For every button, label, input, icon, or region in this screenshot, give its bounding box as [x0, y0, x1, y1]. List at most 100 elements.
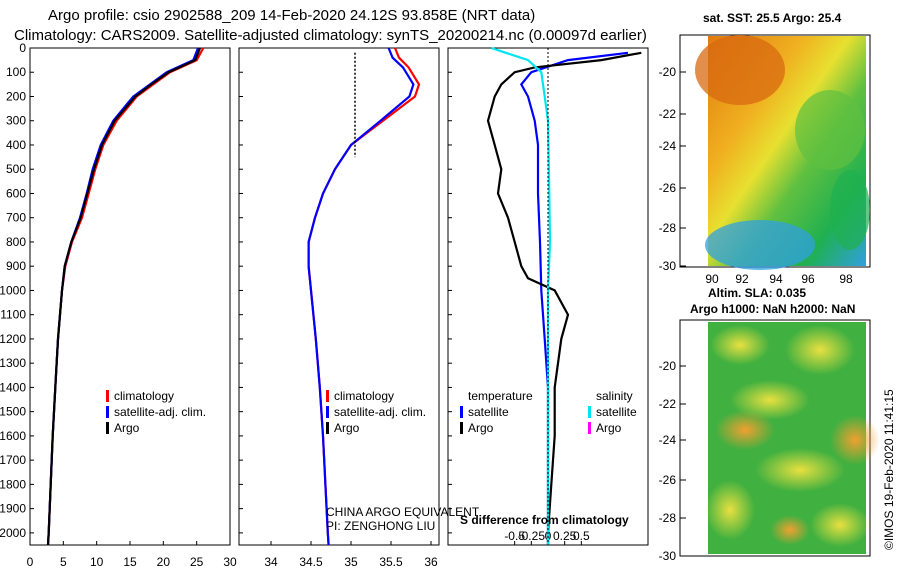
- depth-tick-label: 900: [6, 259, 26, 273]
- series-line-satellite-adj-clim-: [46, 47, 200, 546]
- sla-lat-label: -22: [659, 397, 677, 411]
- series-line-satellite-adj-clim-: [307, 47, 415, 546]
- sla-blob: [810, 503, 870, 547]
- x-tick-label: 20: [157, 555, 171, 569]
- depth-tick-label: 800: [6, 235, 26, 249]
- sla-blob: [705, 480, 755, 540]
- depth-tick-label: 1600: [0, 429, 26, 443]
- legend-label-temp-satellite: satellite: [468, 405, 509, 419]
- legend-label-climatology: climatology: [114, 389, 174, 403]
- legend-header-salinity: salinity: [596, 389, 633, 403]
- depth-tick-label: 1700: [0, 453, 26, 467]
- sla-lat-label: -20: [659, 359, 677, 373]
- sst-lon-label: 98: [839, 272, 853, 286]
- depth-tick-label: 400: [6, 138, 26, 152]
- depth-tick-label: 1400: [0, 380, 26, 394]
- legend-label-temp-argo: Argo: [468, 421, 494, 435]
- sst-lon-label: 90: [705, 272, 719, 286]
- legend-swatch-temp-argo: [460, 422, 463, 434]
- temperature-legend: climatology satellite-adj. clim. Argo: [106, 389, 206, 435]
- legend-label-climatology: climatology: [334, 389, 394, 403]
- salinity-plot-frame: [238, 47, 440, 546]
- depth-tick-label: 1100: [0, 308, 26, 322]
- sst-map-title: sat. SST: 25.5 Argo: 25.4: [703, 11, 842, 25]
- tick-marks: 0510152025303434.53535.536-0.5-0.2500.25…: [27, 47, 590, 569]
- depth-tick-label: 100: [6, 65, 26, 79]
- imos-stamp: ©IMOS 19-Feb-2020 11:41:15: [882, 389, 896, 550]
- sst-green-patch: [795, 90, 865, 170]
- x-tick-label: 0: [27, 555, 34, 569]
- legend-label-argo: Argo: [334, 421, 360, 435]
- legend-label-satellite: satellite-adj. clim.: [114, 405, 206, 419]
- legend-swatch-climatology: [106, 390, 109, 402]
- sst-lat-label: -28: [659, 221, 677, 235]
- series-line-temperature-satellite: [519, 51, 629, 545]
- depth-tick-label: 200: [6, 89, 26, 103]
- salinity-legend: climatology satellite-adj. clim. Argo: [326, 389, 426, 435]
- header-title-line1: Argo profile: csio 2902588_209 14-Feb-20…: [48, 7, 535, 24]
- depth-tick-label: 1500: [0, 405, 26, 419]
- legend-swatch-satellite: [326, 406, 329, 418]
- sla-lat-label: -28: [659, 511, 677, 525]
- x-tick-label: 0.25: [553, 529, 577, 543]
- header-title-line2: Climatology: CARS2009. Satellite-adjuste…: [14, 27, 647, 44]
- series-line-argo: [46, 47, 202, 546]
- legend-label-sal-argo: Argo: [596, 421, 622, 435]
- sla-lat-label: -24: [659, 433, 677, 447]
- x-tick-label: 15: [123, 555, 137, 569]
- depth-tick-label: 1000: [0, 283, 26, 297]
- legend-label-satellite: satellite-adj. clim.: [334, 405, 426, 419]
- sst-lat-label: -30: [659, 259, 677, 273]
- sst-map-heatmap: [695, 35, 870, 270]
- sst-green-patch-2: [830, 170, 870, 250]
- sla-map-ticks: -20 -22 -24 -26 -28 -30: [659, 359, 686, 563]
- sla-lat-label: -26: [659, 473, 677, 487]
- legend-swatch-argo: [106, 422, 109, 434]
- legend-label-sal-satellite: satellite: [596, 405, 637, 419]
- depth-tick-label: 0: [19, 41, 26, 55]
- sla-blob: [710, 325, 770, 365]
- sla-map-heatmap: [705, 322, 880, 554]
- sst-lat-label: -22: [659, 107, 677, 121]
- salinity-series: [307, 47, 421, 546]
- x-tick-label: 34: [264, 555, 278, 569]
- x-tick-label: 34.5: [299, 555, 323, 569]
- sla-lat-label: -30: [659, 549, 677, 563]
- legend-swatch-sal-satellite: [588, 406, 591, 418]
- series-line-climatology: [46, 47, 205, 546]
- legend-swatch-climatology: [326, 390, 329, 402]
- x-tick-label: 10: [90, 555, 104, 569]
- x-tick-label: 25: [190, 555, 204, 569]
- x-tick-label: 30: [223, 555, 237, 569]
- sla-blob: [785, 325, 855, 375]
- temperature-plot-frame: [29, 47, 231, 546]
- x-tick-label: 35: [344, 555, 358, 569]
- sla-map-title: Altim. SLA: 0.035: [708, 286, 806, 300]
- x-tick-label: -0.25: [518, 529, 546, 543]
- difference-series: [486, 46, 642, 545]
- temperature-series: [46, 47, 205, 546]
- legend-swatch-temp-satellite: [460, 406, 463, 418]
- depth-tick-labels: 0 100 200 300 400 500 600 700 800 900 1000 1100 1200…: [0, 41, 26, 540]
- difference-title: S difference from climatology: [460, 513, 629, 527]
- depth-tick-label: 2000: [0, 526, 26, 540]
- credit-line2: PI: ZENGHONG LIU: [326, 519, 435, 533]
- sst-map-ticks: -20 -22 -24 -26 -28 -30 90 92 94 96 98: [659, 65, 853, 286]
- depth-tick-label: 1900: [0, 502, 26, 516]
- legend-header-temperature: temperature: [468, 389, 533, 403]
- depth-tick-label: 300: [6, 114, 26, 128]
- credit-line1: CHINA ARGO EQUIVALENT: [326, 505, 480, 519]
- sst-cool-patch: [705, 220, 815, 270]
- legend-swatch-argo: [326, 422, 329, 434]
- sst-lat-label: -24: [659, 139, 677, 153]
- sla-blob: [755, 448, 845, 492]
- sst-warm-patch: [695, 35, 785, 105]
- legend-swatch-sal-argo: [588, 422, 591, 434]
- difference-legend: temperature salinity satellite Argo sate…: [460, 389, 637, 435]
- legend-label-argo: Argo: [114, 421, 140, 435]
- sla-map-subtitle: Argo h1000: NaN h2000: NaN: [690, 302, 855, 316]
- x-tick-label: 35.5: [379, 555, 403, 569]
- legend-swatch-satellite: [106, 406, 109, 418]
- sst-lon-label: 96: [801, 272, 815, 286]
